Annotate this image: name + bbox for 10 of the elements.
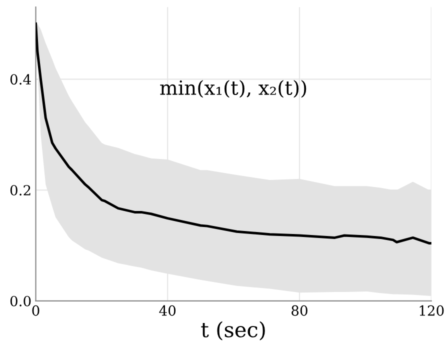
x-tick-label: 40 — [159, 305, 176, 316]
x-tick-label: 120 — [420, 305, 444, 316]
annotation: min(x₁(t), x₂(t)) — [160, 80, 306, 98]
y-tick-label: 0.4 — [10, 74, 31, 85]
x-axis-title: t (sec) — [201, 321, 265, 340]
line-series — [36, 22, 432, 244]
y-tick-label: 0.2 — [10, 184, 30, 196]
x-tick-label: 0 — [32, 305, 40, 316]
y-tick-label: 0.0 — [10, 296, 31, 306]
x-tick-label: 80 — [292, 305, 308, 316]
